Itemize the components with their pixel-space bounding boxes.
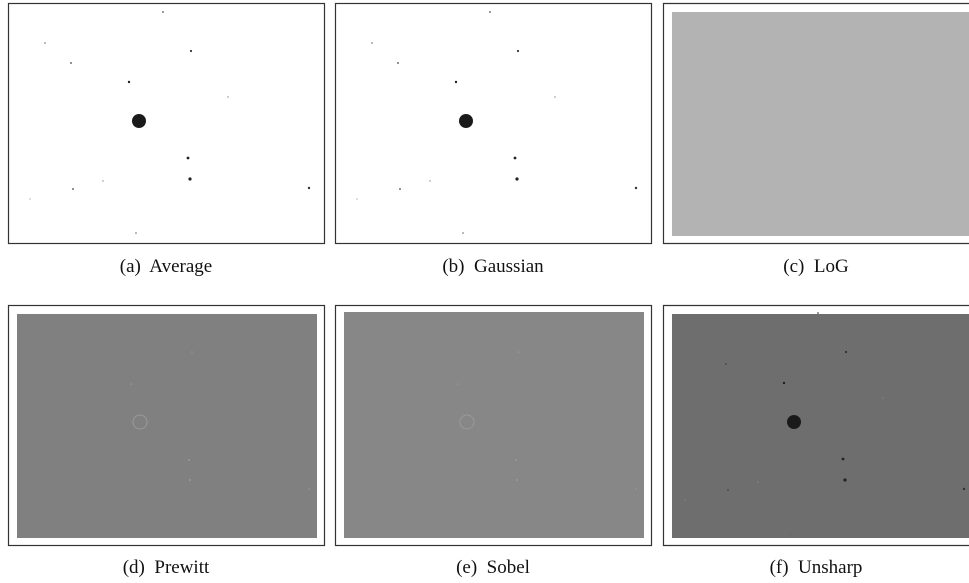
panel-f	[664, 306, 969, 546]
caption: (c) LoG	[783, 256, 849, 277]
caption: (e) Sobel	[456, 557, 530, 578]
caption: (a) Average	[120, 256, 212, 277]
caption: (d) Prewitt	[123, 557, 210, 578]
panel-e	[336, 306, 652, 546]
caption: (b) Gaussian	[442, 256, 544, 277]
figure: (a) Average (b) Gaussian (c) LoG (d) Pre…	[0, 0, 969, 583]
panel-d	[9, 306, 325, 546]
caption: (f) Unsharp	[770, 557, 863, 578]
panel-c	[664, 4, 969, 244]
panel-b	[336, 4, 652, 244]
panel-a	[9, 4, 325, 244]
page: (a) Average (b) Gaussian (c) LoG (d) Pre…	[0, 0, 969, 583]
